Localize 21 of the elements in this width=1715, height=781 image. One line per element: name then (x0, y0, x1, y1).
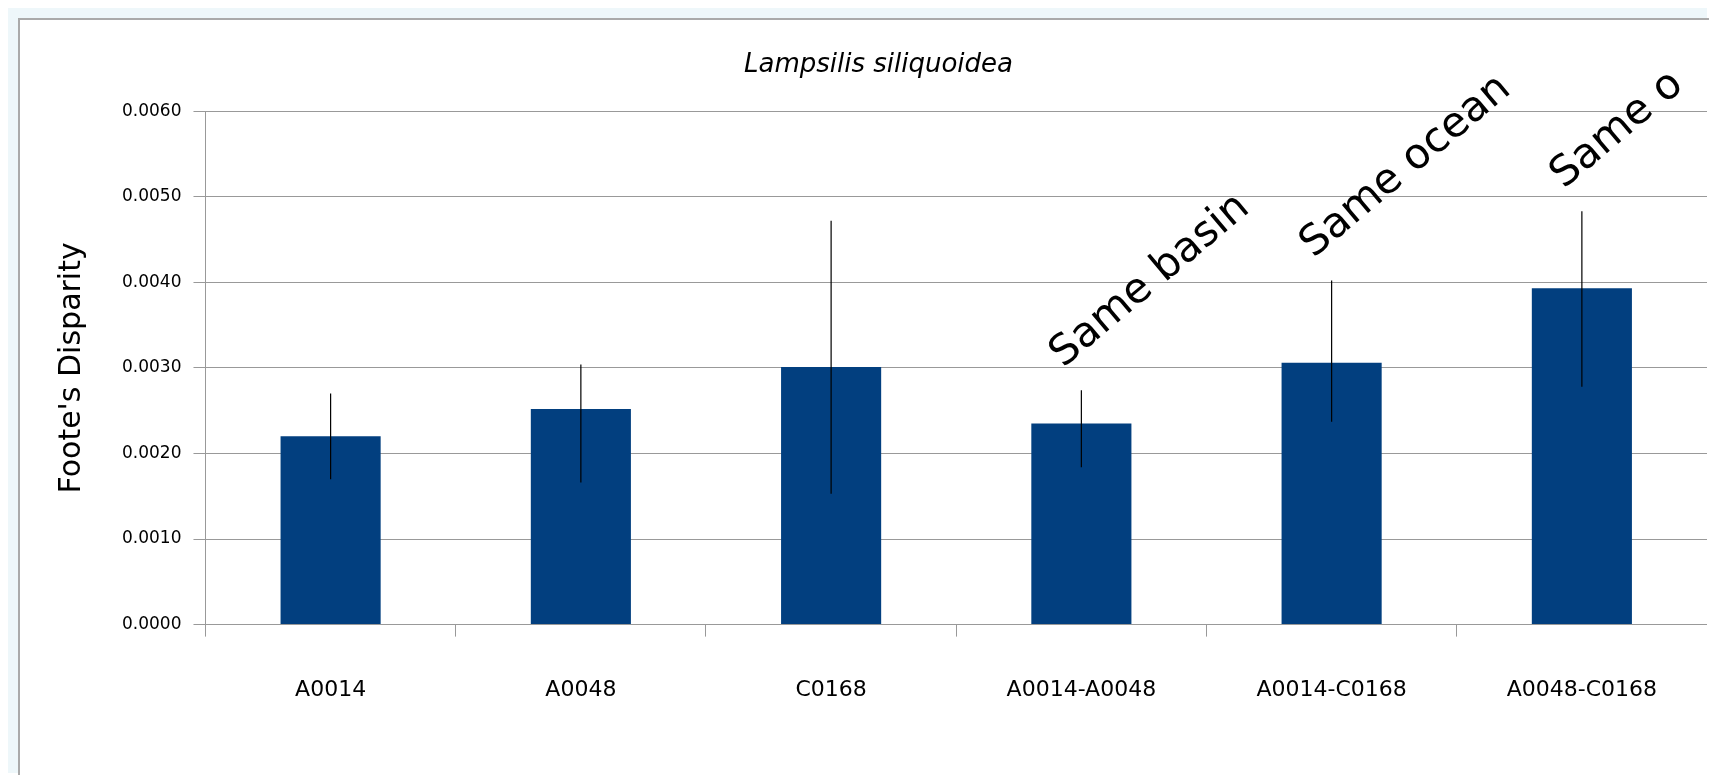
y-tick-label: 0.0010 (122, 527, 182, 548)
y-tick-label: 0.0040 (122, 270, 182, 291)
x-tick-label: A0014 (295, 675, 367, 701)
x-tick-label: A0048-C0168 (1506, 675, 1658, 701)
bar (280, 436, 381, 625)
y-tick-label: 0.0060 (122, 99, 182, 120)
bar (781, 367, 882, 625)
bar (530, 408, 631, 625)
y-tick-label: 0.0050 (122, 185, 182, 206)
y-tick-label: 0.0000 (122, 613, 182, 634)
y-tick-label: 0.0020 (122, 441, 182, 462)
x-tick-label: A0048 (545, 675, 617, 701)
x-tick-label: C0168 (795, 675, 867, 701)
bar (1531, 288, 1632, 625)
bar (1031, 423, 1132, 625)
chart-title: Lampsilis siliquoidea (743, 48, 1014, 79)
y-axis-title: Foote's Disparity (51, 242, 87, 494)
bar (1281, 362, 1382, 625)
x-tick-label: A0014-C0168 (1256, 675, 1407, 701)
x-tick-label: A0014-A0048 (1006, 675, 1157, 701)
y-tick-label: 0.0030 (122, 356, 182, 377)
